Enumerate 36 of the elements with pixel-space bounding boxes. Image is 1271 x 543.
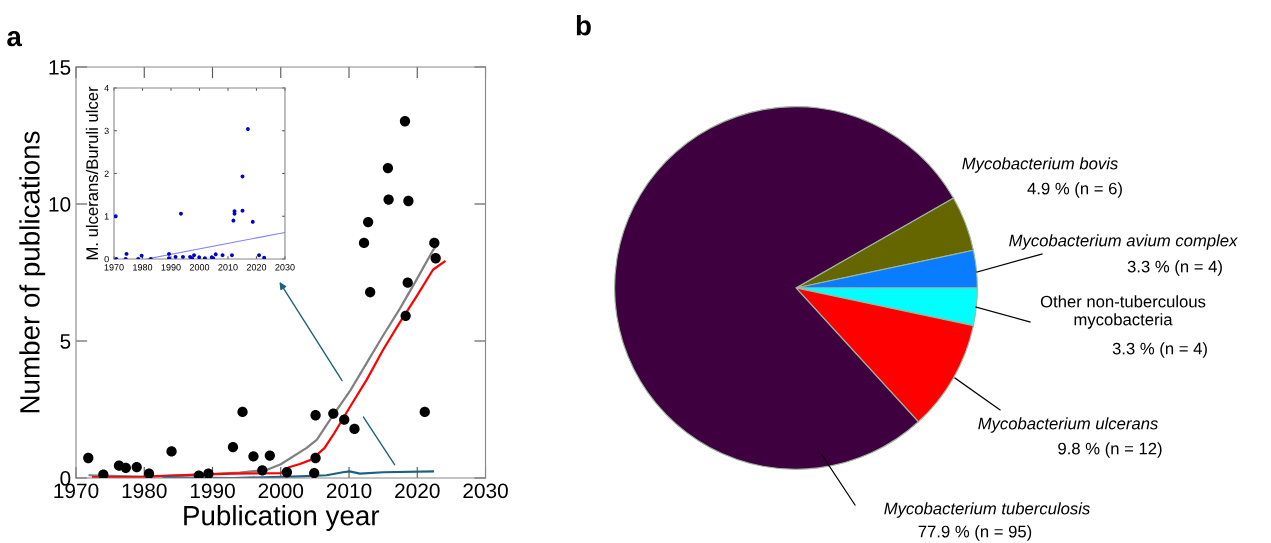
y-tick-label: 15 — [49, 60, 71, 75]
y-tick-label: 3 — [104, 127, 109, 135]
x-tick-label: 2020 — [246, 264, 267, 271]
x-tick-label: 2020 — [395, 483, 440, 499]
y-tick-label: 1 — [104, 213, 109, 220]
x-axis-title: Publication year — [184, 505, 380, 531]
slice-label: Mycobacterium bovis — [962, 157, 1118, 173]
y-axis-title: Number of publications — [19, 131, 46, 413]
y-axis-title: M. ulcerans/Buruli ulcer — [85, 86, 99, 260]
y-tick-label: 0 — [104, 255, 109, 263]
slice-label: Other non-tuberculous mycobacteria — [1040, 295, 1206, 329]
x-tick-label: 2010 — [218, 264, 238, 271]
y-tick-label: 4 — [104, 85, 109, 92]
data-label: 77.9 % (n = 95) — [918, 525, 1032, 541]
slice-label: Mycobacterium tuberculosis — [884, 502, 1090, 518]
data-label: 3.3 % (n = 4) — [1112, 342, 1207, 358]
x-tick-label: 2000 — [189, 264, 210, 271]
x-tick-label: 1980 — [133, 264, 153, 271]
x-tick-label: 2010 — [326, 483, 372, 499]
y-tick-label: 2 — [104, 170, 109, 177]
x-tick-label: 1990 — [190, 483, 235, 499]
chart-title: b — [576, 15, 591, 36]
x-tick-label: 2030 — [275, 264, 295, 271]
slice-label: Mycobacterium avium complex — [1009, 234, 1238, 250]
slice-label: Mycobacterium ulcerans — [978, 417, 1158, 433]
x-tick-label: 2030 — [463, 483, 508, 499]
y-tick-label: 5 — [60, 334, 71, 349]
data-label: 4.9 % (n = 6) — [1027, 182, 1122, 198]
y-tick-label: 10 — [49, 197, 71, 212]
data-label: 3.3 % (n = 4) — [1127, 260, 1222, 276]
x-tick-label: 2000 — [258, 483, 304, 499]
x-tick-label: 1970 — [104, 264, 124, 271]
chart-title: a — [7, 31, 23, 47]
data-label: 9.8 % (n = 12) — [1058, 442, 1162, 458]
x-tick-label: 1980 — [122, 483, 167, 499]
x-tick-label: 1990 — [161, 264, 181, 271]
